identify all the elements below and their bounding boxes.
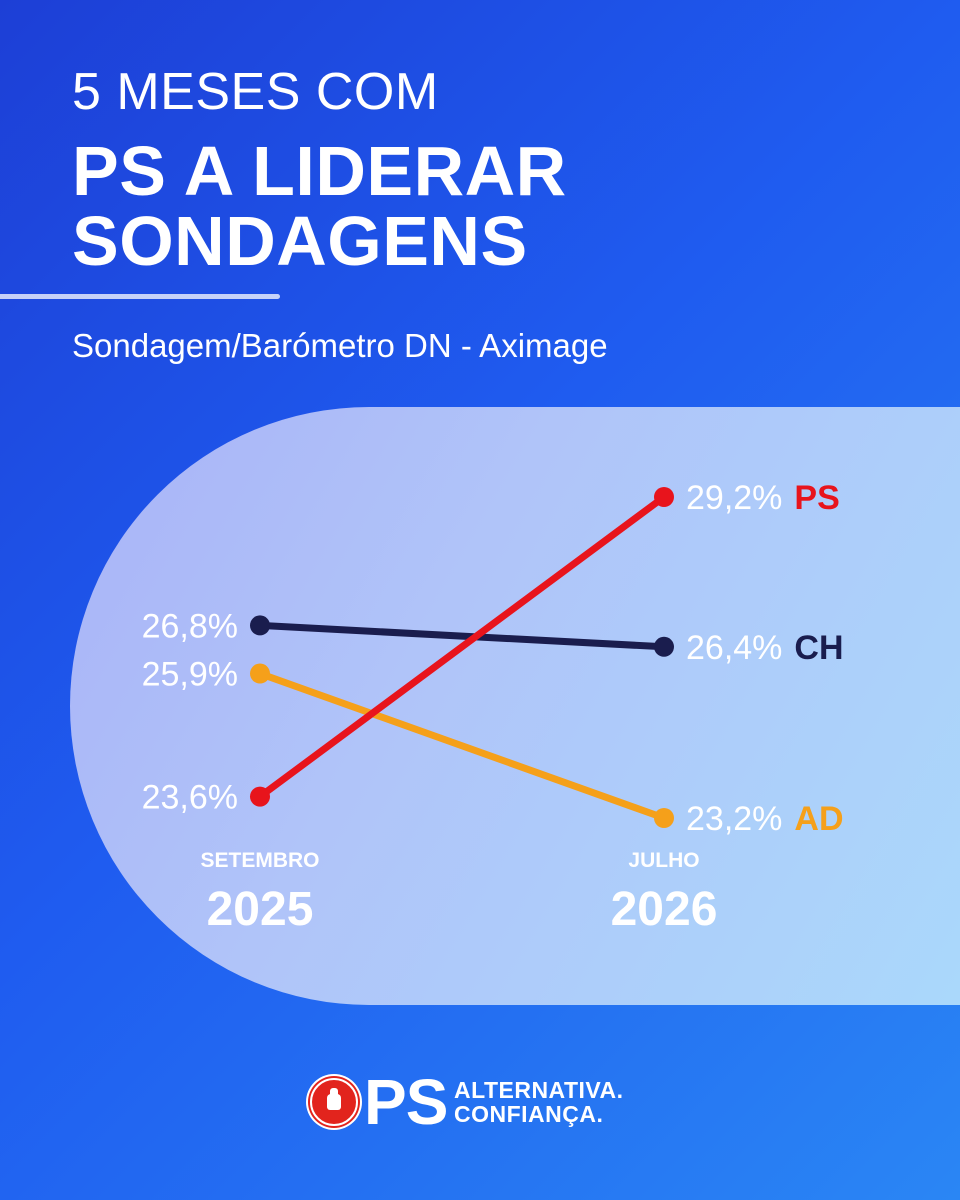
series-name-ad: AD	[794, 800, 843, 838]
point-ad-end	[654, 808, 674, 828]
category-year-0: 2025	[207, 883, 314, 936]
point-ch-end	[654, 636, 674, 657]
series-line-ps	[256, 493, 668, 801]
value-labels: 23,6% 29,2% PS 26,8% 26,4% CH 25,9% 23,2% AD	[142, 479, 844, 838]
category-month-1: JULHO	[628, 849, 699, 872]
party-wordmark: PS	[364, 1066, 448, 1138]
series-line-ad	[256, 670, 668, 822]
ps-fist-rose-logo-icon	[306, 1074, 362, 1130]
category-labels: SETEMBRO 2025 JULHO 2026	[200, 849, 717, 936]
series-line-ch	[256, 621, 668, 651]
title-divider	[0, 294, 280, 299]
series-points	[250, 487, 674, 828]
category-year-1: 2026	[611, 883, 718, 936]
series-name-ps: PS	[794, 479, 839, 517]
label-ch-end: 26,4%	[686, 629, 782, 667]
category-month-0: SETEMBRO	[200, 849, 319, 872]
label-ch-start: 26,8%	[142, 607, 238, 645]
slogan-line-2: CONFIANÇA.	[454, 1101, 604, 1127]
subtitle: Sondagem/Barómetro DN - Aximage	[72, 327, 608, 364]
slogan: ALTERNATIVA. CONFIANÇA.	[454, 1078, 624, 1126]
chart-panel	[70, 407, 960, 1005]
label-ad-end: 23,2%	[686, 800, 782, 838]
point-ps-start	[250, 786, 270, 807]
footer-brand: PS ALTERNATIVA. CONFIANÇA.	[306, 1068, 666, 1138]
label-ad-start: 25,9%	[142, 656, 238, 694]
label-ps-end: 29,2%	[686, 479, 782, 517]
label-ps-start: 23,6%	[142, 779, 238, 817]
point-ps-end	[654, 487, 674, 507]
series-lines	[256, 493, 668, 822]
title-line-3: SONDAGENS	[72, 202, 528, 280]
slogan-line-1: ALTERNATIVA.	[454, 1077, 624, 1103]
point-ch-start	[250, 615, 270, 636]
series-name-ch: CH	[794, 629, 843, 667]
title-line-2: PS A LIDERAR	[72, 132, 567, 210]
title-line-1: 5 MESES COM	[72, 63, 439, 121]
point-ad-start	[250, 663, 270, 684]
